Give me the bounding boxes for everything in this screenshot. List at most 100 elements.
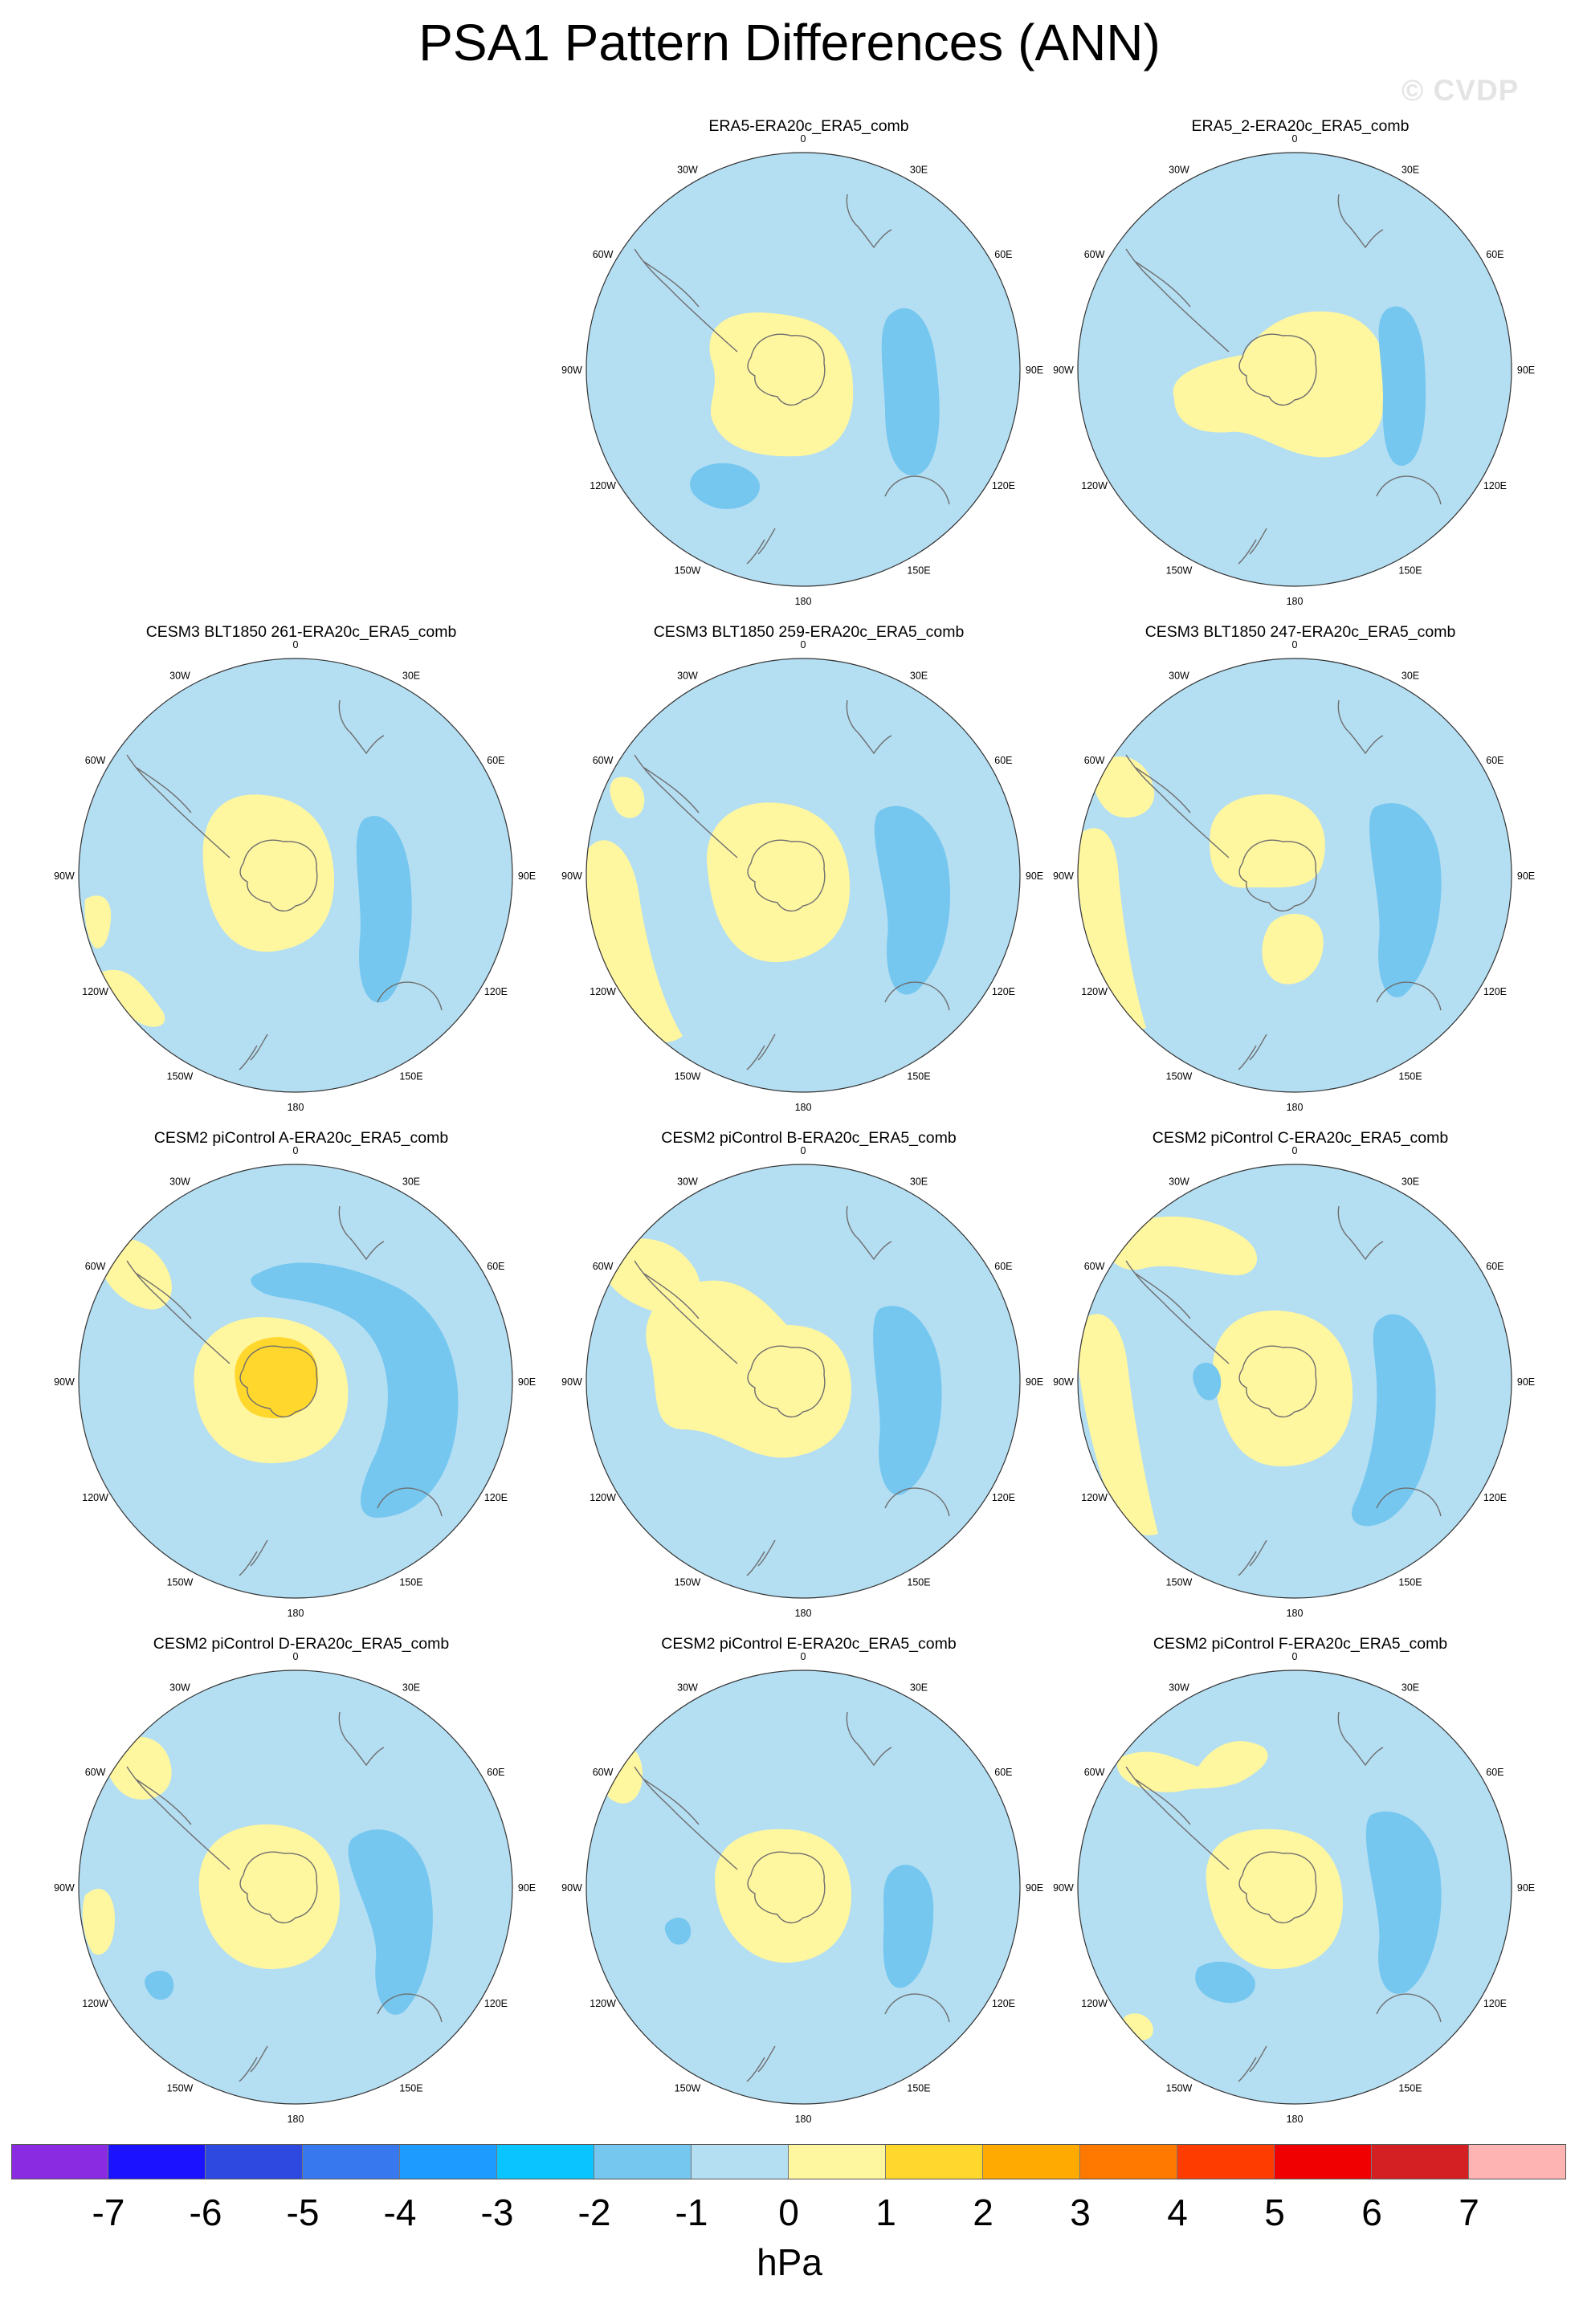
map-panel: CESM3 BLT1850 259-ERA20c_ERA5_comb 0 30E 60… <box>557 623 1060 1129</box>
colorbar-segment <box>1275 2144 1372 2179</box>
positive-anomaly-region <box>84 895 112 948</box>
south-america-coastline <box>1125 1260 1230 1364</box>
longitude-label: 60W <box>85 755 106 766</box>
map-border <box>78 658 513 1093</box>
colorbar-segment <box>206 2144 303 2179</box>
positive-anomaly-region <box>715 1829 851 1963</box>
longitude-label: 90W <box>54 1376 75 1388</box>
longitude-label: 0 <box>1292 639 1298 650</box>
negative-anomaly-region <box>251 1262 459 1518</box>
colorbar-tick-label: 3 <box>1070 2191 1091 2233</box>
polar-map: 0 30E 60E 90E 120E 150E 180 150W 120W 90W 60W 30W <box>54 639 536 1113</box>
longitude-label: 30W <box>677 671 698 682</box>
positive-anomaly-region <box>610 777 645 818</box>
cvdp-watermark: © CVDP <box>1402 74 1520 107</box>
new-zealand-coastline <box>746 528 776 565</box>
colorbar-tick-label: 7 <box>1459 2191 1479 2233</box>
south-america-coastline <box>126 1766 231 1870</box>
africa-coastline <box>1337 1711 1384 1767</box>
negative-anomaly-region <box>1195 1961 1255 2004</box>
longitude-label: 120E <box>992 986 1015 997</box>
longitude-label: 0 <box>801 133 806 145</box>
longitude-label: 120W <box>590 1492 616 1503</box>
longitude-label: 30W <box>1169 1682 1189 1694</box>
longitude-label: 60E <box>994 1261 1012 1272</box>
longitude-label: 30W <box>677 1682 698 1694</box>
south-america-coastline <box>1125 1766 1230 1870</box>
longitude-label: 120W <box>590 986 616 997</box>
polar-map: 0 30E 60E 90E 120E 150E 180 150W 120W 90W 60W 30W <box>561 1145 1043 1619</box>
longitude-label: 90W <box>1053 1376 1074 1388</box>
longitude-label: 180 <box>288 1608 304 1619</box>
longitude-label: 30W <box>677 165 698 176</box>
longitude-label: 60W <box>85 1261 106 1272</box>
longitude-label: 180 <box>288 2114 304 2125</box>
panel-title: CESM2 piControl B-ERA20c_ERA5_comb <box>661 1129 957 1147</box>
longitude-label: 0 <box>293 639 299 650</box>
panel-title: CESM2 piControl C-ERA20c_ERA5_comb <box>1152 1129 1449 1147</box>
longitude-label: 180 <box>795 596 812 607</box>
longitude-label: 150W <box>675 1576 701 1588</box>
longitude-label: 30E <box>402 1682 420 1694</box>
africa-coastline <box>846 194 892 249</box>
longitude-label: 0 <box>801 1651 806 1662</box>
longitude-label: 30E <box>910 165 928 176</box>
longitude-label: 60E <box>994 1767 1012 1778</box>
negative-anomaly-region <box>145 1971 174 2000</box>
longitude-label: 150E <box>907 1070 930 1082</box>
positive-anomaly-region <box>1078 828 1146 1030</box>
longitude-label: 150E <box>1398 565 1422 576</box>
longitude-label: 150E <box>907 2082 930 2094</box>
antarctica-coastline <box>747 1345 826 1417</box>
colorbar-segment <box>789 2144 886 2179</box>
colorbar-units-label: hPa <box>757 2241 822 2283</box>
new-zealand-coastline <box>746 1034 776 1070</box>
map-border <box>585 1670 1021 2105</box>
australia-coastline <box>1376 1993 1442 2023</box>
longitude-label: 90E <box>1026 1376 1043 1388</box>
longitude-label: 120W <box>1081 1998 1108 2009</box>
longitude-label: 90E <box>1026 365 1043 376</box>
colorbar <box>11 2144 1566 2184</box>
longitude-label: 120W <box>82 1998 108 2009</box>
longitude-label: 30E <box>1402 1176 1419 1188</box>
longitude-label: 30W <box>677 1176 698 1188</box>
new-zealand-coastline <box>746 1539 776 1576</box>
longitude-label: 90W <box>1053 1882 1074 1894</box>
map-border <box>1077 658 1512 1093</box>
longitude-label: 180 <box>795 1102 812 1113</box>
australia-coastline <box>377 981 443 1011</box>
longitude-label: 30E <box>402 1176 420 1188</box>
south-america-coastline <box>126 1260 231 1364</box>
negative-anomaly-region <box>356 816 412 1003</box>
map-border <box>585 1164 1021 1599</box>
colorbar-tick-label: -2 <box>577 2191 611 2233</box>
longitude-label: 60E <box>1486 755 1504 766</box>
positive-anomaly-region <box>707 802 851 963</box>
new-zealand-coastline <box>1238 2045 1267 2082</box>
antarctica-coastline <box>747 333 826 406</box>
longitude-label: 150E <box>399 2082 422 2094</box>
colorbar-segment <box>1372 2144 1469 2179</box>
panel-title: CESM3 BLT1850 259-ERA20c_ERA5_comb <box>653 623 965 641</box>
longitude-label: 90E <box>518 1882 536 1894</box>
africa-coastline <box>1337 194 1384 249</box>
antarctica-coastline <box>1238 1851 1317 1923</box>
longitude-label: 120E <box>1483 480 1507 491</box>
africa-coastline <box>846 699 892 755</box>
longitude-label: 60E <box>1486 249 1504 260</box>
south-america-coastline <box>126 754 231 858</box>
antarctica-coastline <box>747 839 826 911</box>
new-zealand-coastline <box>746 2045 776 2082</box>
longitude-label: 90E <box>1517 870 1535 882</box>
longitude-label: 30W <box>1169 671 1189 682</box>
australia-coastline <box>377 1993 443 2023</box>
negative-anomaly-region <box>1365 1811 1442 1994</box>
africa-coastline <box>338 1711 385 1767</box>
longitude-label: 150W <box>675 2082 701 2094</box>
longitude-label: 180 <box>1287 2114 1304 2125</box>
longitude-label: 0 <box>293 1145 299 1156</box>
negative-anomaly-region <box>348 1829 433 2015</box>
longitude-label: 0 <box>1292 133 1298 145</box>
positive-anomaly-region <box>601 1238 700 1314</box>
